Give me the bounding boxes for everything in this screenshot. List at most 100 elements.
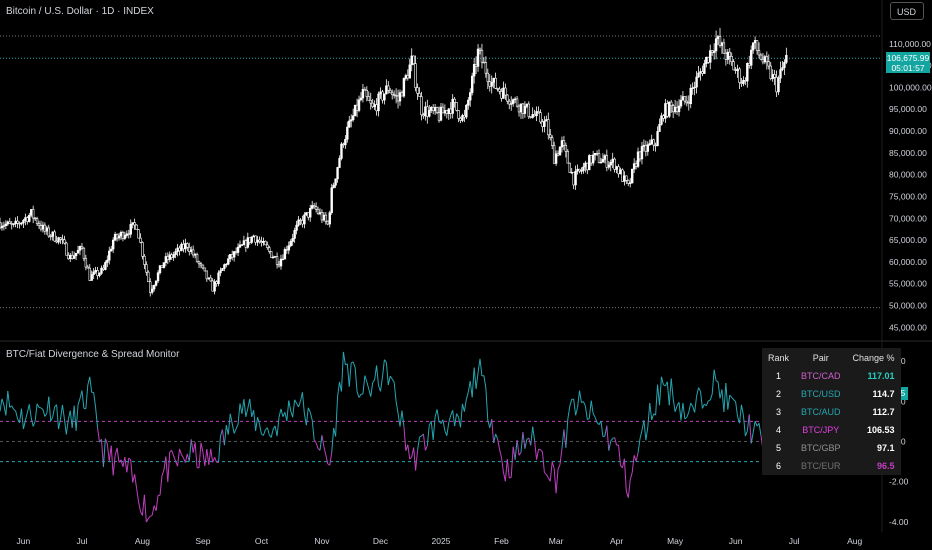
candle-body — [244, 240, 248, 248]
candle-body — [221, 268, 224, 271]
indicator-segment — [335, 396, 339, 437]
indicator-segment — [446, 422, 450, 436]
indicator-segment — [200, 442, 204, 453]
candle-body — [619, 169, 622, 175]
indicator-segment — [614, 437, 618, 446]
indicator-segment — [538, 448, 541, 451]
ranking-row: 4 BTC/JPY 106.53 — [762, 421, 901, 439]
candle-body — [166, 256, 170, 260]
candle-body — [638, 151, 642, 160]
candle-body — [513, 98, 517, 101]
indicator-segment — [42, 409, 46, 417]
change-cell: 117.01 — [867, 371, 895, 381]
candle-body — [451, 98, 454, 114]
ranking-row: 1 BTC/CAD 117.01 — [762, 367, 901, 385]
indicator-segment — [397, 413, 401, 427]
indicator-segment — [500, 457, 504, 473]
time-axis-tick: Mar — [549, 536, 564, 546]
indicator-segment — [165, 456, 169, 482]
change-cell: 97.1 — [877, 443, 895, 453]
indicator-segment — [245, 408, 249, 417]
indicator-segment — [536, 449, 540, 460]
indicator-segment — [71, 405, 75, 428]
candle-body — [141, 242, 144, 257]
ranking-row: 2 BTC/USD 114.7 — [762, 385, 901, 403]
candle-body — [207, 277, 210, 280]
candle-body — [472, 64, 476, 77]
candle-body — [72, 255, 76, 259]
indicator-segment — [514, 439, 518, 460]
indicator-segment — [319, 435, 323, 451]
indicator-segment — [280, 408, 284, 417]
candle-body — [110, 248, 113, 252]
indicator-segment — [633, 455, 637, 462]
indicator-segment — [555, 469, 559, 494]
candle-body — [307, 212, 310, 218]
candle-body — [463, 115, 466, 118]
candle-body — [418, 93, 421, 97]
indicator-segment — [233, 428, 237, 434]
candle-body — [400, 92, 404, 97]
candle-body — [595, 153, 599, 155]
indicator-axis-tick: -4.00 — [889, 517, 909, 527]
candle-body — [74, 252, 78, 257]
candle-body — [658, 123, 661, 132]
candle-body — [20, 222, 23, 225]
indicator-segment — [602, 435, 606, 438]
indicator-segment — [668, 378, 672, 406]
candle-body — [195, 254, 199, 263]
indicator-segment — [631, 455, 635, 473]
candle-body — [578, 168, 581, 172]
candle-body — [348, 120, 351, 128]
indicator-segment — [340, 351, 344, 392]
candle-body — [94, 270, 97, 273]
candle-body — [188, 246, 191, 252]
indicator-segment — [177, 448, 181, 467]
indicator-segment — [582, 401, 586, 407]
candle-body — [199, 263, 203, 266]
candle-body — [209, 277, 212, 282]
candle-body — [230, 254, 234, 258]
indicator-segment — [262, 429, 266, 436]
indicator-segment — [122, 457, 126, 467]
indicator-segment — [89, 376, 93, 393]
indicator-segment — [592, 413, 596, 418]
indicator-segment — [337, 381, 341, 397]
candle-body — [582, 166, 585, 171]
rank-cell: 5 — [776, 443, 782, 453]
candle-body — [580, 170, 583, 172]
rank-cell: 6 — [776, 461, 782, 471]
indicator-segment — [401, 410, 405, 427]
candle-body — [445, 110, 449, 115]
indicator-segment — [305, 407, 309, 426]
candle-body — [250, 236, 253, 243]
candle-body — [685, 100, 689, 103]
candle-body — [726, 51, 730, 60]
candle-body — [722, 42, 726, 54]
indicator-segment — [296, 403, 299, 408]
indicator-segment — [198, 442, 202, 468]
pair-cell: BTC/EUR — [801, 461, 841, 471]
indicator-segment — [532, 426, 536, 441]
ranking-table: Rank Pair Change % 1 BTC/CAD 117.01 2 BTC/US… — [762, 348, 901, 475]
candle-body — [12, 223, 15, 225]
candle-body — [535, 111, 538, 117]
candle-body — [443, 110, 447, 114]
rank-cell: 3 — [776, 407, 782, 417]
candle-body — [363, 88, 367, 91]
candle-body — [41, 224, 45, 230]
candle-body — [61, 238, 64, 241]
candle-body — [37, 223, 41, 226]
currency-button[interactable]: USD — [890, 2, 924, 20]
indicator-segment — [73, 405, 77, 431]
candle-body — [106, 259, 109, 263]
candle-body — [346, 126, 349, 140]
candle-body — [156, 272, 160, 282]
candle-body — [541, 121, 544, 127]
candle-body — [467, 99, 470, 106]
candle-body — [33, 217, 37, 220]
candle-body — [484, 62, 488, 74]
candle-body — [170, 254, 173, 258]
indicator-segment — [713, 369, 717, 381]
